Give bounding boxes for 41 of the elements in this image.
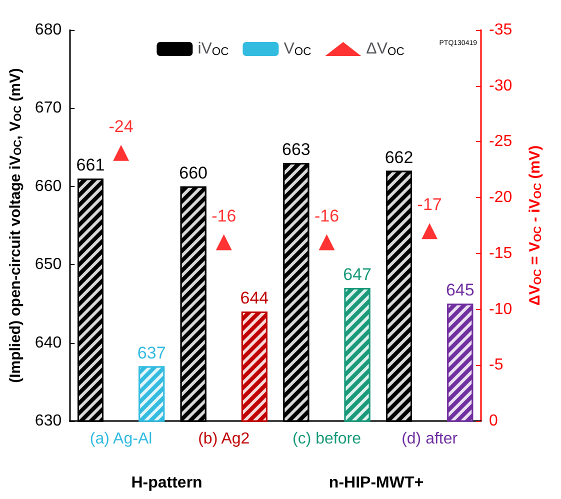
- point: [422, 223, 438, 240]
- y-tick-label: 660: [34, 178, 62, 195]
- point: [113, 144, 130, 161]
- text: H-pattern: [131, 474, 202, 492]
- data-label: -16: [314, 206, 340, 226]
- y2-tick-label: 0: [489, 412, 498, 430]
- x-tick-label: (c) before: [292, 430, 362, 448]
- data-label: 661: [76, 156, 105, 175]
- y2-tick-label: -25: [489, 133, 512, 150]
- x-tick-label: (a) Ag-Al: [90, 430, 152, 448]
- y-tick-label: 630: [34, 412, 62, 430]
- y2-tick-label: -15: [489, 244, 512, 262]
- legend-label: iVOC: [198, 40, 229, 58]
- y-tick-label: 640: [34, 334, 62, 352]
- point: [216, 234, 232, 250]
- y-tick-label: 650: [34, 256, 62, 274]
- legend-label: ΔVOC: [366, 40, 404, 58]
- data-label: -24: [108, 116, 134, 136]
- y-tick-label: 670: [34, 100, 62, 117]
- y2-tick-label: -30: [489, 77, 512, 94]
- data-label: 645: [446, 280, 474, 300]
- text: n-HIP-MWT+: [328, 474, 424, 492]
- y-axis-title: (Implied) open-circuit voltage iVOC, VOC (mV): [7, 68, 24, 383]
- y2-tick-label: -5: [489, 356, 504, 374]
- x-tick-label: (d) after: [402, 430, 458, 448]
- legend-label: VOC: [284, 40, 312, 58]
- data-label: 637: [137, 343, 166, 362]
- data-label: 647: [343, 265, 372, 284]
- point: [318, 234, 335, 250]
- data-label: 644: [240, 288, 269, 308]
- y2-tick-label: -10: [489, 300, 512, 318]
- data-label: 663: [282, 140, 310, 159]
- y2-axis-title: ΔVOC = VOC - iVOC (mV): [526, 145, 544, 306]
- data-label: -16: [212, 206, 236, 226]
- y2-tick-label: -20: [489, 189, 512, 206]
- x-tick-label: (b) Ag2: [198, 430, 250, 448]
- data-label: 660: [179, 163, 208, 182]
- data-label: 662: [384, 148, 414, 167]
- y-tick-label: 680: [34, 22, 62, 38]
- y2-tick-label: -35: [489, 22, 512, 38]
- data-label: -17: [417, 195, 442, 214]
